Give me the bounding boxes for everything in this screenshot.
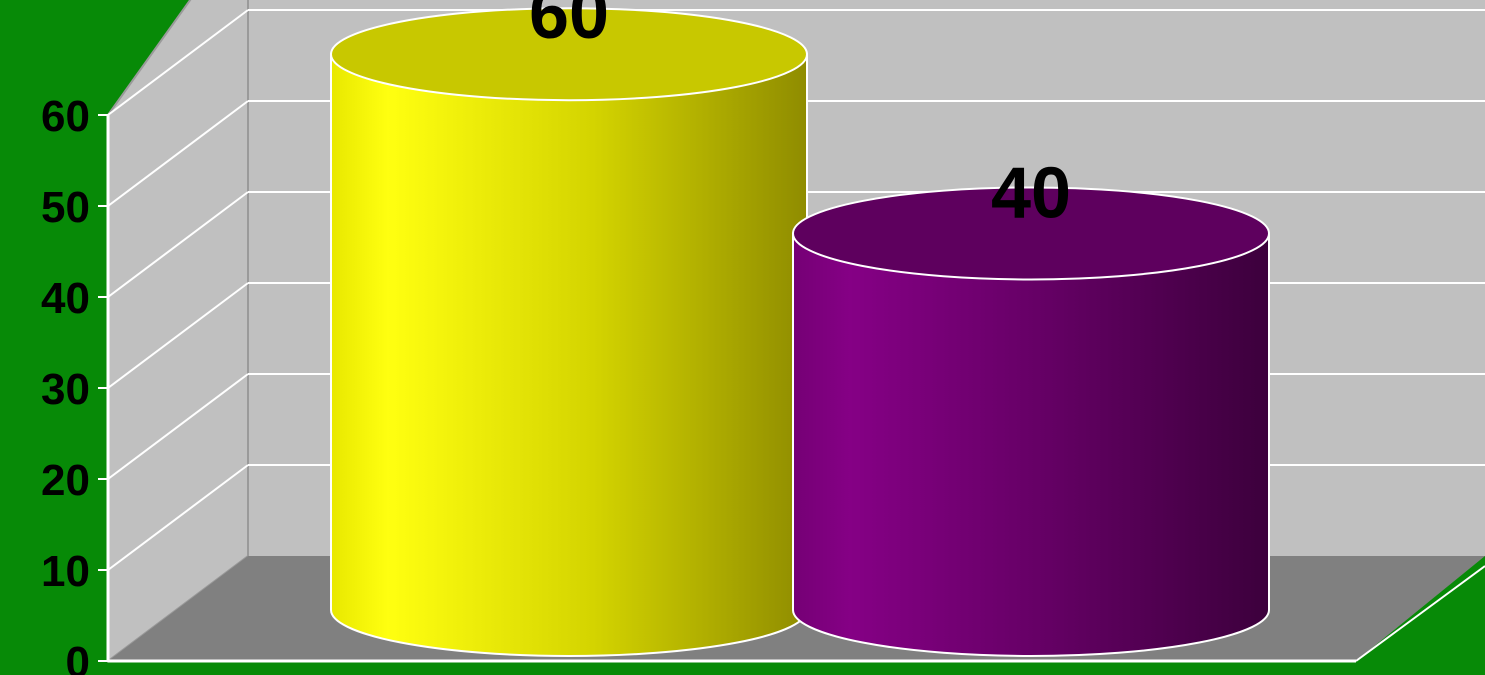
- y-tick-label: 30: [41, 365, 90, 414]
- y-tick-label: 0: [66, 638, 90, 675]
- y-tick-label: 10: [41, 547, 90, 596]
- gridline-side: [107, 373, 249, 480]
- gridline-side: [107, 100, 249, 207]
- y-tick-label: 60: [41, 92, 90, 141]
- bar-cylinder: [792, 186, 1270, 657]
- gridline-side: [107, 9, 249, 116]
- bar-body: [792, 232, 1270, 657]
- y-tick-label: 20: [41, 456, 90, 505]
- y-tick-label: 50: [41, 183, 90, 232]
- gridline-side: [107, 191, 249, 298]
- bar-top: [330, 7, 808, 102]
- bars: [330, 7, 1270, 657]
- y-axis: 0 10 20 30 40 50 60: [41, 92, 1356, 675]
- gridline-side: [107, 464, 249, 571]
- data-labels: 60 40: [529, 0, 1071, 233]
- gridline-side: [107, 282, 249, 389]
- bar-top: [792, 186, 1270, 281]
- y-tick-label: 40: [41, 274, 90, 323]
- bar-body: [330, 53, 808, 657]
- bar-cylinder: [330, 7, 808, 657]
- floor-right-edge: [1355, 565, 1485, 662]
- data-label: 40: [991, 153, 1071, 233]
- data-label: 60: [529, 0, 609, 54]
